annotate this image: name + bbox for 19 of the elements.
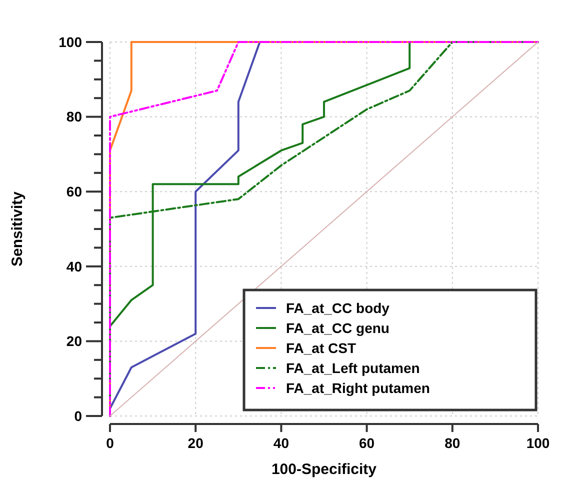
legend-label: FA_at CST (286, 340, 356, 356)
x-tick-label: 80 (444, 435, 460, 451)
y-tick-label: 20 (66, 333, 82, 350)
x-tick-label: 40 (273, 435, 290, 451)
x-tick-label: 60 (359, 435, 375, 451)
x-axis-title: 100-Specificity (271, 461, 378, 478)
legend-label: FA_at_CC body (286, 300, 390, 316)
x-tick-label: 0 (106, 435, 114, 451)
y-tick-label: 80 (66, 108, 82, 125)
y-tick-label: 0 (74, 408, 82, 424)
legend-label: FA_at_CC genu (286, 320, 390, 336)
x-tick-label: 20 (188, 435, 204, 451)
legend-label: FA_at_Left putamen (286, 360, 420, 376)
y-tick-label: 100 (58, 34, 82, 50)
x-tick-label: 100 (526, 435, 550, 451)
legend-label: FA_at_Right putamen (286, 380, 430, 396)
y-tick-label: 60 (66, 184, 82, 200)
y-tick-label: 40 (66, 258, 82, 274)
y-axis-title: Sensitivity (9, 190, 26, 267)
